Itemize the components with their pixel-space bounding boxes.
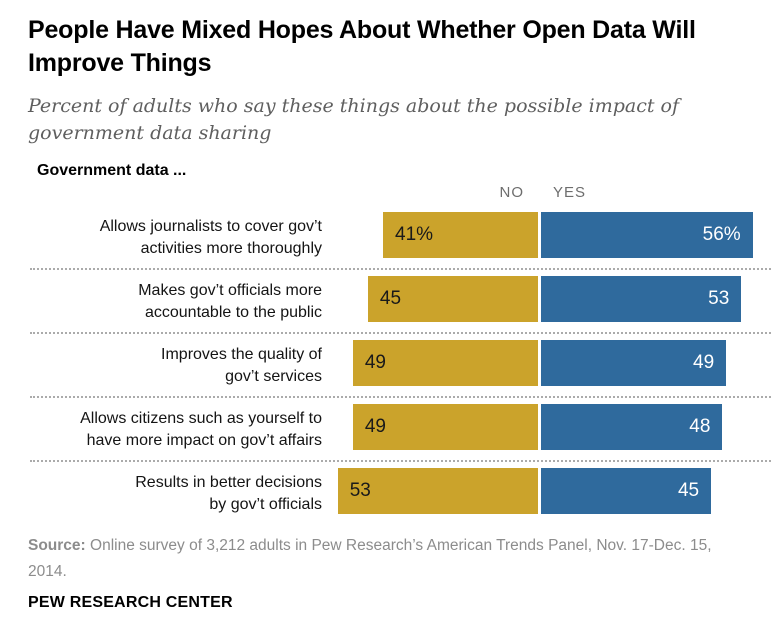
yes-bar: 53 — [541, 276, 742, 322]
category-label: Makes gov’t officials more accountable to… — [138, 282, 322, 321]
category-label: Results in better decisions by gov’t offi… — [135, 474, 322, 513]
no-bar: 49 — [352, 340, 538, 386]
no-value: 49 — [364, 416, 386, 437]
category-label: Allows journalists to cover gov’t activit… — [99, 218, 322, 257]
branding: PEW RESEARCH CENTER — [28, 594, 233, 611]
yes-column-header: YES — [553, 184, 587, 201]
section-heading: Government data ... — [37, 162, 187, 179]
no-value: 53 — [349, 480, 371, 501]
no-bar: 45 — [367, 276, 538, 322]
yes-value: 48 — [689, 416, 711, 437]
chart-row: Improves the quality of gov’t services 49 4… — [0, 334, 776, 398]
chart-row: Results in better decisions by gov’t offi… — [0, 462, 776, 526]
no-value: 45 — [379, 288, 402, 309]
yes-value: 56% — [702, 224, 741, 245]
row-separator — [30, 268, 771, 270]
no-value: 49 — [364, 352, 386, 373]
no-bar: 41% — [383, 212, 538, 258]
category-label: Allows citizens such as yourself to have … — [80, 410, 322, 449]
yes-bar: 56% — [541, 212, 753, 258]
no-bar: 49 — [352, 404, 538, 450]
yes-bar: 45 — [541, 468, 712, 514]
row-separator — [30, 396, 771, 398]
row-separator — [30, 332, 771, 334]
yes-value: 53 — [708, 288, 730, 309]
source-label: Source: — [28, 537, 86, 554]
bar-chart: Allows journalists to cover gov’t activit… — [0, 206, 776, 526]
no-column-header: NO — [499, 184, 524, 201]
yes-bar: 49 — [541, 340, 727, 386]
chart-row: Allows journalists to cover gov’t activit… — [0, 206, 776, 270]
page-title: People Have Mixed Hopes About Whether Op… — [28, 16, 696, 77]
yes-value: 49 — [693, 352, 715, 373]
chart-row: Makes gov’t officials more accountable to… — [0, 270, 776, 334]
yes-bar: 48 — [541, 404, 723, 450]
source-text: Online survey of 3,212 adults in Pew Res… — [28, 537, 712, 580]
yes-value: 45 — [677, 480, 700, 501]
source-note: Source: Online survey of 3,212 adults in… — [28, 533, 750, 585]
no-value: 41% — [395, 224, 434, 245]
row-separator — [30, 460, 771, 462]
chart-row: Allows citizens such as yourself to have … — [0, 398, 776, 462]
category-label: Improves the quality of gov’t services — [161, 346, 322, 385]
no-bar: 53 — [337, 468, 538, 514]
chart-subtitle: Percent of adults who say these things a… — [28, 95, 679, 144]
